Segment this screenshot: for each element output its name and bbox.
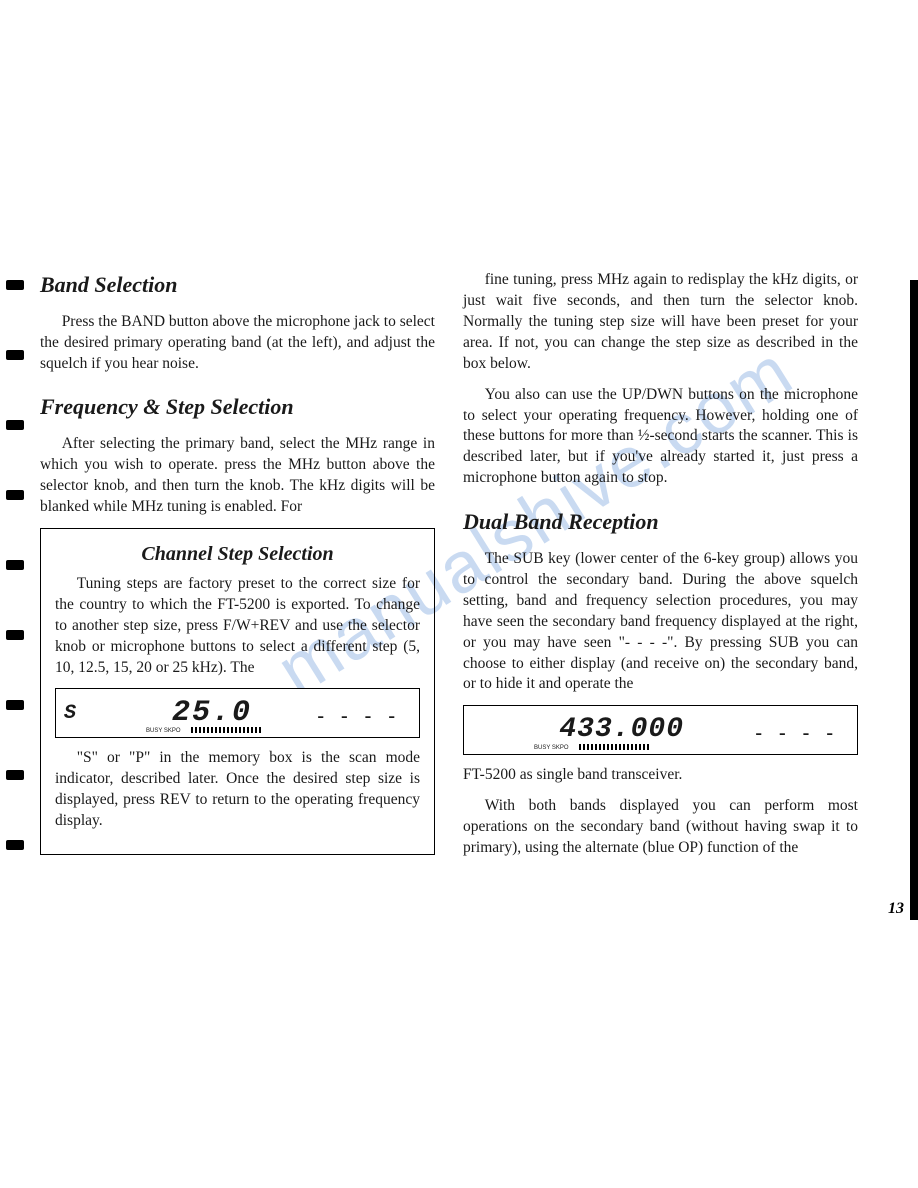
lcd-bar-icon-2: [579, 744, 649, 750]
para-single-band: FT-5200 as single band transceiver.: [463, 765, 858, 786]
box-para-1: Tuning steps are factory preset to the c…: [55, 574, 420, 679]
page-number: 13: [888, 900, 904, 918]
right-column: fine tuning, press MHz again to redispla…: [463, 270, 858, 869]
page-content: Band Selection Press the BAND button abo…: [40, 270, 860, 869]
lcd-display-freq: 433.000 BUSY SKPO - - - -: [463, 705, 858, 755]
box-para-2: "S" or "P" in the memory box is the scan…: [55, 748, 420, 832]
para-freq-step: After selecting the primary band, select…: [40, 434, 435, 518]
left-column: Band Selection Press the BAND button abo…: [40, 270, 435, 869]
heading-freq-step: Frequency & Step Selection: [40, 392, 435, 422]
para-sub-key: The SUB key (lower center of the 6-key g…: [463, 549, 858, 695]
box-title: Channel Step Selection: [55, 541, 420, 568]
lcd-scan-indicator: S: [56, 700, 92, 727]
para-updown: You also can use the UP/DWN buttons on t…: [463, 385, 858, 490]
para-both-bands: With both bands displayed you can perfor…: [463, 796, 858, 859]
spiral-binding: [6, 280, 30, 920]
lcd-bar-icon: [191, 727, 261, 733]
heading-dual-band: Dual Band Reception: [463, 507, 858, 537]
lcd-sub-text: BUSY SKPO: [146, 727, 181, 735]
channel-step-box: Channel Step Selection Tuning steps are …: [40, 528, 435, 855]
para-band-selection: Press the BAND button above the micropho…: [40, 312, 435, 375]
para-fine-tuning: fine tuning, press MHz again to redispla…: [463, 270, 858, 375]
lcd-dashes-2: - - - -: [755, 720, 839, 747]
side-tab-label: Operation - Dual Band: [906, 310, 918, 520]
heading-band-selection: Band Selection: [40, 270, 435, 300]
lcd-dashes: - - - -: [317, 703, 401, 730]
lcd-display-step: S 25.0 BUSY SKPO - - - -: [55, 688, 420, 738]
lcd-sub-text-2: BUSY SKPO: [534, 744, 569, 752]
